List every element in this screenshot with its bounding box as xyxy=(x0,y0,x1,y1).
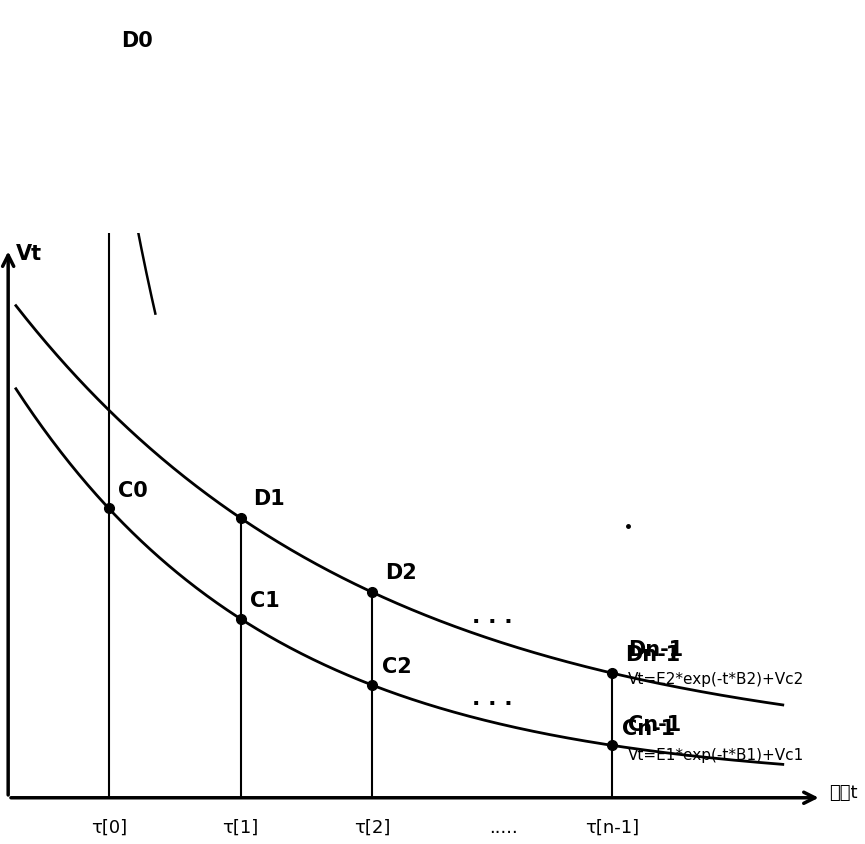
Text: C1: C1 xyxy=(250,591,279,611)
Text: Vt: Vt xyxy=(16,244,42,264)
Text: τ[n-1]: τ[n-1] xyxy=(586,819,639,836)
Text: τ[0]: τ[0] xyxy=(91,819,127,836)
Text: C2: C2 xyxy=(381,657,411,677)
Text: D1: D1 xyxy=(253,489,285,509)
Text: · · ·: · · · xyxy=(472,695,513,714)
Text: τ[1]: τ[1] xyxy=(222,819,259,836)
Text: τ[2]: τ[2] xyxy=(354,819,390,836)
Text: Cn-1: Cn-1 xyxy=(628,715,681,735)
Text: D0: D0 xyxy=(121,31,153,51)
Text: 时刺t: 时刺t xyxy=(830,783,858,802)
Text: C0: C0 xyxy=(119,480,148,500)
Text: · · ·: · · · xyxy=(472,612,513,631)
Text: .....: ..... xyxy=(490,819,518,836)
Text: Vt=E1*exp(-t*B1)+Vc1: Vt=E1*exp(-t*B1)+Vc1 xyxy=(628,748,804,763)
Text: Vt=E2*exp(-t*B2)+Vc2: Vt=E2*exp(-t*B2)+Vc2 xyxy=(628,672,804,687)
Text: Cn-1: Cn-1 xyxy=(622,719,675,739)
Text: Dn-1: Dn-1 xyxy=(628,640,683,660)
Text: D2: D2 xyxy=(385,563,416,583)
Text: Dn-1: Dn-1 xyxy=(625,646,680,665)
